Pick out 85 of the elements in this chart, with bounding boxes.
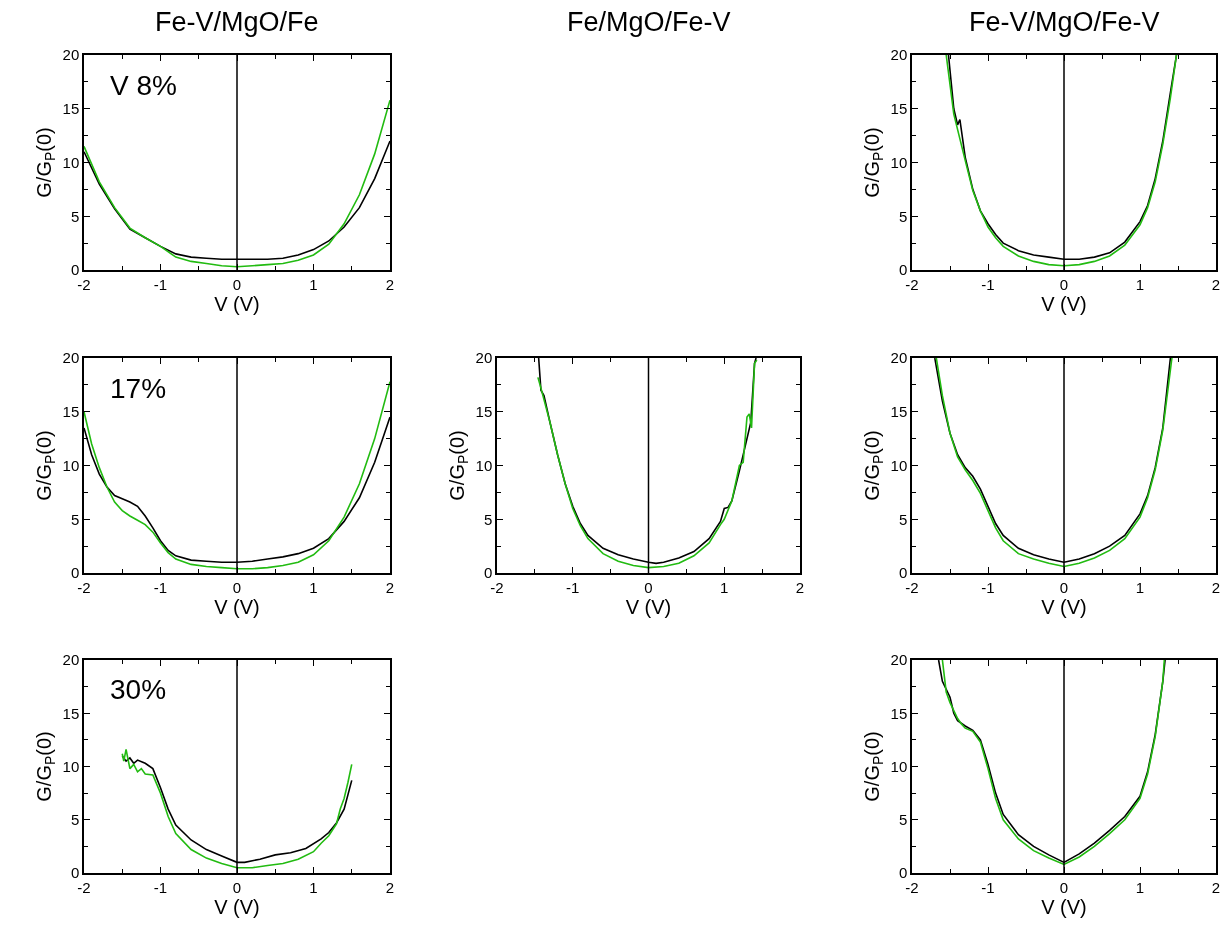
x-tick-label: 0: [1059, 275, 1069, 293]
y-tick-label: 15: [890, 403, 908, 420]
y-tick-label: 0: [70, 864, 80, 882]
x-tick-label: 1: [720, 578, 729, 596]
x-tick-label: -2: [905, 578, 919, 596]
y-tick-label: 0: [898, 564, 908, 582]
x-tick-label: -2: [77, 578, 91, 596]
y-tick-label: 20: [890, 651, 908, 669]
x-tick-label: 1: [1135, 275, 1145, 293]
x-tick-label: -2: [77, 275, 91, 293]
x-axis-title: V (V): [214, 895, 260, 918]
y-tick-label: 5: [70, 207, 80, 225]
x-tick-label: 2: [795, 578, 805, 596]
x-tick-label: 1: [309, 578, 318, 596]
y-tick-label: 10: [62, 757, 80, 775]
x-tick-label: 1: [1135, 878, 1145, 896]
chart-title: Fe-V/MgO/Fe-V: [969, 7, 1160, 37]
y-tick-label: 20: [62, 349, 80, 367]
y-tick-label: 20: [890, 46, 908, 64]
y-tick-label: 5: [898, 510, 908, 528]
x-tick-label: 0: [232, 275, 242, 293]
y-tick-label: 5: [70, 811, 80, 828]
x-axis-title: V (V): [625, 595, 672, 618]
x-tick-label: 0: [644, 578, 653, 596]
x-axis-title: V (V): [214, 292, 260, 315]
y-tick-label: 20: [62, 46, 80, 64]
y-tick-label: 15: [62, 100, 80, 117]
y-tick-label: 0: [483, 564, 493, 582]
y-tick-label: 15: [62, 704, 80, 722]
x-tick-label: 0: [1059, 878, 1069, 896]
x-tick-label: 2: [1211, 878, 1221, 896]
x-tick-label: 2: [1211, 578, 1221, 596]
x-tick-label: 0: [232, 878, 242, 896]
annotation: 17%: [110, 373, 167, 404]
chart-title: Fe/MgO/Fe-V: [567, 7, 731, 37]
y-tick-label: 10: [890, 153, 908, 171]
y-tick-label: 15: [62, 403, 80, 420]
x-tick-label: -2: [490, 578, 504, 596]
line-series: [84, 99, 390, 268]
y-tick-label: 20: [890, 349, 908, 367]
y-tick-label: 0: [70, 261, 80, 279]
x-axis-title: V (V): [1041, 895, 1087, 918]
x-tick-label: 1: [309, 878, 318, 896]
annotation: 30%: [110, 674, 167, 705]
y-tick-label: 10: [62, 456, 80, 474]
annotation: V 8%: [110, 70, 177, 101]
x-tick-label: -2: [905, 275, 919, 293]
x-axis-title: V (V): [214, 595, 260, 618]
y-tick-label: 10: [62, 153, 80, 171]
x-tick-label: -1: [981, 275, 995, 293]
y-tick-label: 15: [475, 403, 493, 420]
x-tick-label: -1: [981, 878, 995, 896]
y-tick-label: 20: [475, 349, 493, 367]
y-tick-label: 20: [62, 651, 80, 669]
x-tick-label: -1: [566, 578, 580, 596]
x-axis-title: V (V): [1041, 292, 1087, 315]
y-tick-label: 5: [483, 510, 493, 528]
x-tick-label: 0: [1059, 578, 1069, 596]
x-tick-label: 2: [385, 878, 395, 896]
line-series: [84, 380, 390, 570]
chart-title: Fe-V/MgO/Fe: [155, 7, 319, 37]
y-tick-label: 5: [898, 207, 908, 225]
x-tick-label: -1: [981, 578, 995, 596]
y-tick-label: 0: [898, 261, 908, 279]
y-tick-label: 0: [898, 864, 908, 882]
y-tick-label: 5: [898, 811, 908, 828]
x-tick-label: -2: [77, 878, 91, 896]
y-tick-label: 15: [890, 100, 908, 117]
y-tick-label: 5: [70, 510, 80, 528]
x-tick-label: -1: [153, 578, 168, 596]
x-tick-label: 0: [232, 578, 242, 596]
y-tick-label: 10: [890, 757, 908, 775]
y-tick-label: 10: [475, 456, 493, 474]
y-tick-label: 0: [70, 564, 80, 582]
x-tick-label: -1: [153, 878, 168, 896]
x-tick-label: 2: [385, 275, 395, 293]
x-tick-label: 1: [309, 275, 318, 293]
x-tick-label: 1: [1135, 578, 1145, 596]
y-tick-label: 15: [890, 704, 908, 722]
x-axis-title: V (V): [1041, 595, 1087, 618]
x-tick-label: -1: [153, 275, 168, 293]
x-tick-label: 2: [385, 578, 395, 596]
x-tick-label: 2: [1211, 275, 1221, 293]
y-tick-label: 10: [890, 456, 908, 474]
x-tick-label: -2: [905, 878, 919, 896]
